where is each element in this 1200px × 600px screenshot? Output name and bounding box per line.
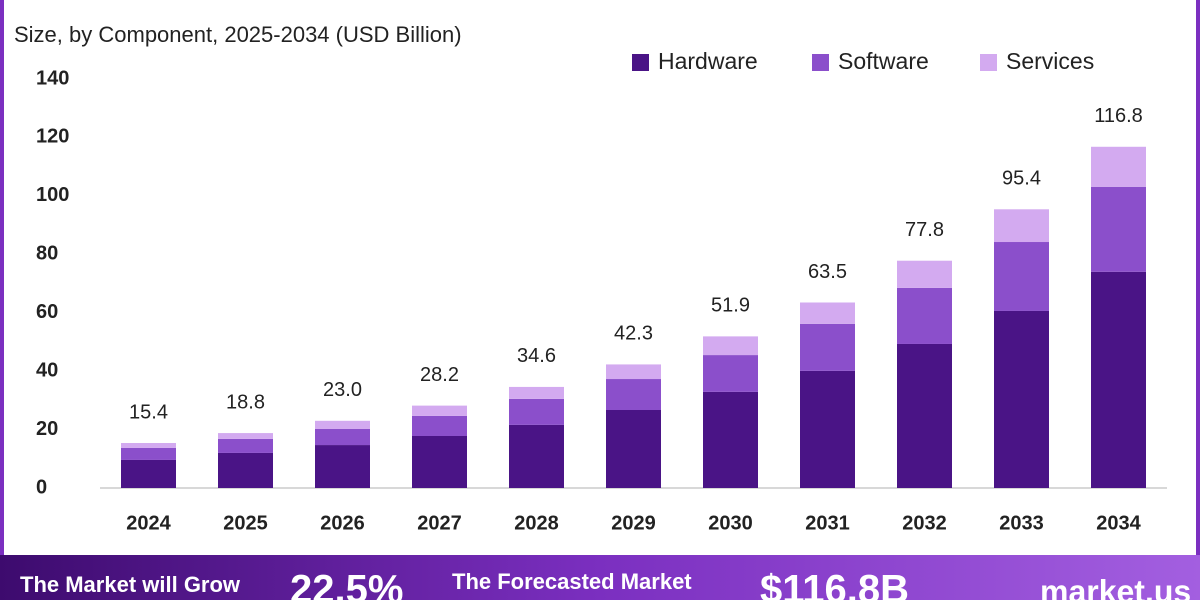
- bar-segment: [412, 415, 467, 436]
- banner-forecast-value: $116.8B: [760, 568, 909, 600]
- x-tick-label: 2025: [223, 512, 268, 534]
- bar-segment: [897, 343, 952, 488]
- bar-segment: [1091, 146, 1146, 187]
- total-label: 95.4: [1002, 168, 1041, 190]
- y-tick-label: 80: [36, 243, 58, 265]
- x-tick-label: 2033: [999, 512, 1044, 534]
- bar-segment: [994, 209, 1049, 243]
- bar-segment: [703, 355, 758, 392]
- frame-left: [0, 0, 4, 555]
- bar-segment: [218, 433, 273, 439]
- legend-label: Software: [838, 48, 929, 74]
- bar-segment: [509, 398, 564, 425]
- banner-brand: market.us: [1040, 573, 1191, 600]
- bar-segment: [703, 391, 758, 488]
- banner-grow: The Market will Grow: [20, 572, 241, 597]
- banner-cagr: 22.5%: [290, 568, 403, 600]
- y-tick-label: 140: [36, 67, 69, 89]
- total-label: 77.8: [905, 219, 944, 241]
- bar-segment: [218, 452, 273, 488]
- legend-label: Hardware: [658, 48, 758, 74]
- bar-segment: [897, 260, 952, 288]
- x-tick-label: 2029: [611, 512, 656, 534]
- x-tick-label: 2028: [514, 512, 559, 534]
- legend-label: Services: [1006, 48, 1094, 74]
- chart-subtitle: Size, by Component, 2025-2034 (USD Billi…: [14, 22, 462, 47]
- banner: [0, 555, 1200, 600]
- legend-swatch: [980, 54, 997, 71]
- bar-segment: [121, 443, 176, 448]
- total-label: 23.0: [323, 379, 362, 401]
- bar-segment: [121, 459, 176, 488]
- legend-swatch: [812, 54, 829, 71]
- total-label: 34.6: [517, 345, 556, 367]
- bar-segment: [218, 438, 273, 453]
- y-tick-label: 40: [36, 359, 58, 381]
- bar-segment: [315, 445, 370, 488]
- bar-segment: [412, 405, 467, 416]
- bar-segment: [509, 424, 564, 488]
- plot: 0 20 40 60 80 100 120 140 Hardware Software Servic…: [36, 48, 1167, 534]
- frame-right: [1196, 0, 1200, 555]
- bar-segment: [509, 386, 564, 399]
- bar-segment: [800, 302, 855, 324]
- bar-segment: [1091, 186, 1146, 272]
- y-tick-label: 0: [36, 476, 47, 498]
- total-label: 63.5: [808, 261, 847, 283]
- bar-segment: [994, 310, 1049, 488]
- x-tick-label: 2026: [320, 512, 365, 534]
- y-tick-label: 60: [36, 301, 58, 323]
- x-tick-label: 2031: [805, 512, 850, 534]
- total-label: 116.8: [1094, 105, 1143, 127]
- total-label: 51.9: [711, 295, 750, 317]
- bar-segment: [1091, 271, 1146, 488]
- bar-segment: [800, 323, 855, 371]
- bar-segment: [606, 409, 661, 488]
- bar-segment: [994, 242, 1049, 311]
- y-tick-label: 100: [36, 184, 69, 206]
- bar-segment: [606, 379, 661, 410]
- bar-segment: [315, 420, 370, 429]
- x-tick-label: 2032: [902, 512, 947, 534]
- total-label: 18.8: [226, 391, 265, 413]
- y-tick-label: 120: [36, 126, 69, 148]
- bar-segment: [606, 364, 661, 380]
- x-tick-label: 2024: [126, 512, 171, 534]
- bar-segment: [412, 435, 467, 488]
- banner-forecast: The Forecasted Market: [452, 569, 692, 594]
- bar-segment: [897, 287, 952, 344]
- total-label: 42.3: [614, 323, 653, 345]
- total-label: 15.4: [129, 401, 168, 423]
- bar-segment: [703, 336, 758, 356]
- legend-swatch: [632, 54, 649, 71]
- bar-segment: [800, 370, 855, 488]
- bar-segment: [121, 447, 176, 460]
- bar-segment: [315, 428, 370, 446]
- x-tick-label: 2030: [708, 512, 753, 534]
- x-tick-label: 2034: [1096, 512, 1141, 534]
- y-tick-label: 20: [36, 418, 58, 440]
- x-tick-label: 2027: [417, 512, 462, 534]
- total-label: 28.2: [420, 364, 459, 386]
